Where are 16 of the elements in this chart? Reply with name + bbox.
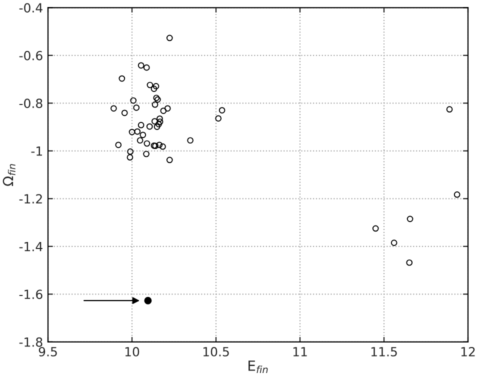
y-tick-label: -1	[31, 146, 42, 156]
y-tick-label: -0.4	[19, 3, 42, 13]
x-tick-label: 10	[125, 346, 140, 356]
y-axis-title: Ω$_{fin}$	[2, 164, 16, 186]
y-tick-label: -1.2	[19, 194, 42, 204]
x-tick-label: 11	[293, 347, 307, 356]
y-tick-label: -0.6	[19, 50, 42, 60]
y-tick-label: -0.8	[19, 98, 42, 108]
x-tick-label: 11.5	[371, 347, 397, 356]
y-tick-label: -1.8	[19, 337, 42, 347]
x-tick-label: 12	[461, 346, 475, 356]
x-tick-label: 9.5	[38, 346, 57, 356]
y-tick-label: -1.6	[19, 290, 42, 300]
y-tick-label: -1.4	[19, 242, 42, 252]
x-tick-label: 10.5	[203, 346, 229, 356]
x-axis-title: E$_{fin}$	[248, 360, 268, 374]
